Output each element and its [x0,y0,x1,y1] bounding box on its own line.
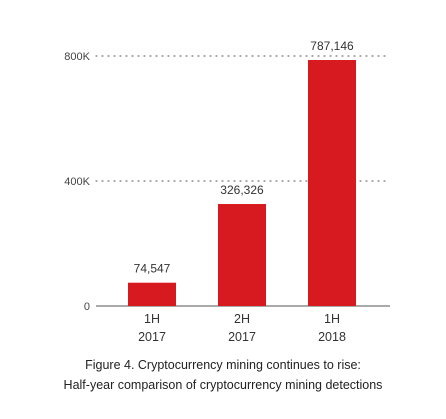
bar-value-label: 74,547 [134,262,171,276]
x-category-label: 2017 [228,330,256,344]
y-tick-label: 800K [64,51,90,63]
x-category-label: 2018 [318,330,346,344]
x-category-label: 1H [144,312,160,326]
y-tick-label: 400K [64,176,90,188]
x-category-label: 1H [324,312,340,326]
bar [128,282,176,306]
figure-caption-title: Figure 4. Cryptocurrency mining continue… [85,358,361,372]
bar-value-label: 787,146 [310,39,354,53]
bar [308,60,356,306]
x-category-label: 2017 [138,330,166,344]
bar-value-label: 326,326 [220,183,264,197]
bar-layer [128,60,356,306]
x-category-label: 2H [234,312,250,326]
bar [218,204,266,306]
bar-chart: 0 400K 800K 74,547 1H 2017 326,326 2H 2017 787,14… [64,39,391,344]
y-tick-label: 0 [84,301,90,313]
label-layer: 0 400K 800K 74,547 1H 2017 326,326 2H 2017 787,14… [64,39,354,344]
figure-caption-subtitle: Half-year comparison of cryptocurrency m… [63,378,383,392]
